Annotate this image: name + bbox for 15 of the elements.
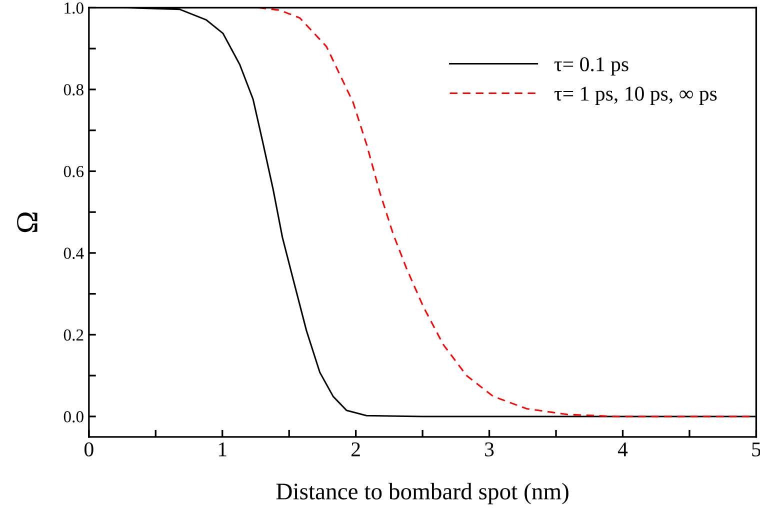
x-tick-label: 4 [618, 442, 628, 456]
y-tick-label: 0.8 [64, 84, 84, 96]
x-tick-label: 1 [219, 442, 226, 456]
x-axis-title: Distance to bombard spot (nm) [276, 482, 568, 504]
legend-label: τ= 1 ps, 10 ps, ∞ ps [554, 86, 717, 105]
y-tick-label: 1.0 [64, 2, 84, 14]
y-tick-label: 0.2 [64, 329, 84, 341]
x-tick-label: 3 [485, 442, 494, 456]
x-tick-label: 2 [352, 442, 360, 456]
y-axis-title: Ω [17, 212, 38, 232]
legend-label: τ= 0.1 ps [554, 57, 628, 76]
y-tick-label: 0.0 [64, 411, 84, 422]
y-tick-label: 0.6 [64, 166, 84, 178]
y-tick-label: 0.4 [64, 248, 84, 259]
x-tick-label: 0 [84, 442, 94, 456]
